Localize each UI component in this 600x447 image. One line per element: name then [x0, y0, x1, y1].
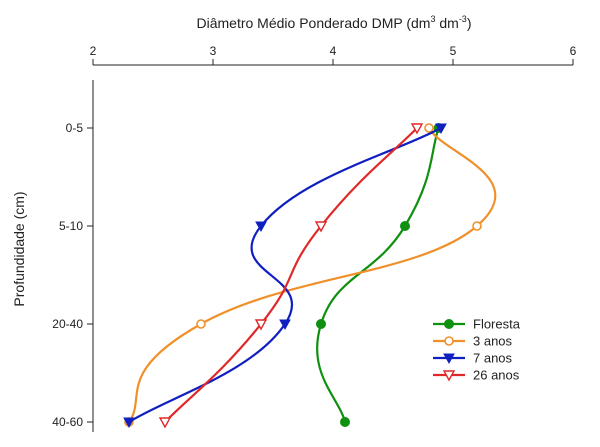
y-tick-label: 5-10: [59, 219, 83, 233]
legend-label: 26 anos: [473, 368, 520, 383]
legend-marker: [444, 319, 454, 329]
data-point: [316, 319, 326, 329]
data-point: [410, 123, 424, 135]
x-axis-title: Diâmetro Médio Ponderado DMP (dm3 dm-3): [197, 14, 472, 31]
data-point: [340, 417, 350, 427]
series-line: [128, 127, 442, 423]
legend-item-0: Floresta: [433, 317, 521, 332]
legend-item-3: 26 anos: [433, 368, 520, 383]
y-tick-label: 20-40: [52, 317, 83, 331]
y-tick-label: 40-60: [52, 415, 83, 429]
legend-label: Floresta: [473, 317, 521, 332]
series-3: [158, 123, 424, 429]
data-point: [400, 221, 410, 231]
x-tick-label: 5: [450, 44, 457, 58]
y-tick-label: 0-5: [66, 121, 84, 135]
data-point: [196, 319, 206, 329]
data-point: [255, 221, 267, 233]
series-layer: [123, 123, 497, 429]
data-point: [472, 221, 482, 231]
y-axis-title: Profundidade (cm): [11, 191, 27, 306]
x-tick-label: 3: [210, 44, 217, 58]
legend-item-1: 3 anos: [433, 334, 513, 349]
legend-label: 7 anos: [473, 351, 513, 366]
x-tick-label: 6: [570, 44, 577, 58]
data-point: [314, 221, 328, 233]
legend-marker: [442, 370, 456, 382]
data-point: [254, 319, 268, 331]
legend-item-2: 7 anos: [433, 351, 513, 366]
legend-marker: [444, 336, 454, 346]
series-line: [128, 127, 497, 423]
data-point: [279, 319, 291, 331]
series-1: [124, 123, 497, 427]
legend-marker: [443, 353, 455, 365]
data-point: [158, 417, 172, 429]
legend-label: 3 anos: [473, 334, 513, 349]
data-point: [424, 123, 434, 133]
data-point: [435, 123, 447, 135]
series-0: [316, 123, 444, 427]
x-tick-label: 4: [330, 44, 337, 58]
series-2: [123, 123, 447, 429]
legend: Floresta 3 anos 7 anos 26 anos: [433, 317, 521, 383]
axes: 2 3 4 5 6 0-5 5-10 20-40 40-60: [52, 44, 577, 432]
series-line: [164, 127, 418, 423]
data-point: [123, 417, 135, 429]
x-tick-label: 2: [90, 44, 97, 58]
series-line: [316, 127, 440, 423]
